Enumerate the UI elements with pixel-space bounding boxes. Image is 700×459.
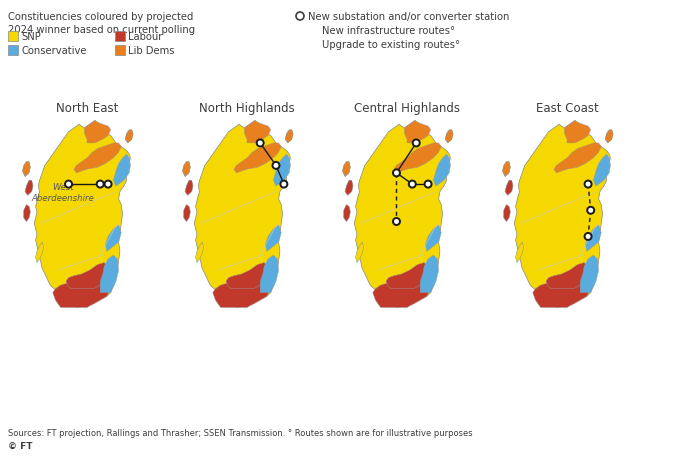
Polygon shape xyxy=(74,144,121,174)
Polygon shape xyxy=(113,155,130,186)
Circle shape xyxy=(65,181,72,188)
Polygon shape xyxy=(185,181,193,196)
Bar xyxy=(8,32,18,42)
Polygon shape xyxy=(22,162,30,177)
Polygon shape xyxy=(420,256,439,293)
Text: 2024 winner based on current polling: 2024 winner based on current polling xyxy=(8,25,195,35)
Polygon shape xyxy=(24,205,30,222)
Circle shape xyxy=(393,170,400,177)
Polygon shape xyxy=(285,130,293,144)
Polygon shape xyxy=(445,130,453,144)
Polygon shape xyxy=(226,263,270,289)
Polygon shape xyxy=(372,276,430,308)
Text: West
Aberdeenshire: West Aberdeenshire xyxy=(32,183,94,202)
Polygon shape xyxy=(100,256,118,293)
Text: Constituencies coloured by projected: Constituencies coloured by projected xyxy=(8,12,193,22)
Polygon shape xyxy=(405,121,430,144)
Bar xyxy=(115,32,125,42)
Bar xyxy=(8,46,18,56)
Polygon shape xyxy=(606,130,613,144)
Polygon shape xyxy=(342,162,350,177)
Polygon shape xyxy=(195,121,290,308)
Bar xyxy=(115,46,125,56)
Circle shape xyxy=(587,207,594,214)
Polygon shape xyxy=(354,121,451,308)
Polygon shape xyxy=(356,242,363,263)
Polygon shape xyxy=(106,226,121,252)
Polygon shape xyxy=(52,276,111,308)
Text: New substation and/or converter station: New substation and/or converter station xyxy=(308,12,510,22)
Polygon shape xyxy=(184,205,190,222)
Polygon shape xyxy=(514,121,610,308)
Polygon shape xyxy=(426,226,441,252)
Polygon shape xyxy=(66,263,109,289)
Polygon shape xyxy=(345,181,353,196)
Polygon shape xyxy=(234,144,281,174)
Circle shape xyxy=(409,181,416,188)
Circle shape xyxy=(272,162,279,169)
Text: Sources: FT projection, Rallings and Thrasher; SSEN Transmission. ° Routes shown: Sources: FT projection, Rallings and Thr… xyxy=(8,428,472,437)
Polygon shape xyxy=(265,226,281,252)
Polygon shape xyxy=(594,155,610,186)
Circle shape xyxy=(584,181,592,188)
Text: New infrastructure routes°: New infrastructure routes° xyxy=(322,26,455,36)
Polygon shape xyxy=(213,276,271,308)
Text: North East: North East xyxy=(56,102,118,115)
Text: © FT: © FT xyxy=(8,441,32,450)
Polygon shape xyxy=(85,121,111,144)
Text: Central Highlands: Central Highlands xyxy=(354,102,460,115)
Circle shape xyxy=(393,218,400,225)
Polygon shape xyxy=(433,155,451,186)
Text: Upgrade to existing routes°: Upgrade to existing routes° xyxy=(322,40,460,50)
Polygon shape xyxy=(533,276,591,308)
Text: Lib Dems: Lib Dems xyxy=(128,46,174,56)
Polygon shape xyxy=(125,130,133,144)
Polygon shape xyxy=(386,263,429,289)
Circle shape xyxy=(296,13,304,21)
Polygon shape xyxy=(503,162,510,177)
Text: North Highlands: North Highlands xyxy=(199,102,295,115)
Text: Conservative: Conservative xyxy=(21,46,87,56)
Polygon shape xyxy=(34,121,130,308)
Polygon shape xyxy=(504,205,510,222)
Polygon shape xyxy=(244,121,271,144)
Text: East Coast: East Coast xyxy=(536,102,598,115)
Circle shape xyxy=(97,181,104,188)
Polygon shape xyxy=(585,226,601,252)
Polygon shape xyxy=(36,242,43,263)
Polygon shape xyxy=(183,162,190,177)
Text: SNP: SNP xyxy=(21,32,41,42)
Circle shape xyxy=(413,140,420,147)
Circle shape xyxy=(281,181,288,188)
Circle shape xyxy=(425,181,432,188)
Circle shape xyxy=(257,140,264,147)
Polygon shape xyxy=(260,256,279,293)
Polygon shape xyxy=(505,181,513,196)
Polygon shape xyxy=(25,181,33,196)
Polygon shape xyxy=(394,144,441,174)
Circle shape xyxy=(584,234,592,241)
Polygon shape xyxy=(564,121,591,144)
Circle shape xyxy=(104,181,111,188)
Text: Labour: Labour xyxy=(128,32,162,42)
Polygon shape xyxy=(195,242,204,263)
Polygon shape xyxy=(273,155,290,186)
Polygon shape xyxy=(580,256,598,293)
Polygon shape xyxy=(554,144,601,174)
Polygon shape xyxy=(546,263,589,289)
Polygon shape xyxy=(344,205,350,222)
Polygon shape xyxy=(516,242,524,263)
